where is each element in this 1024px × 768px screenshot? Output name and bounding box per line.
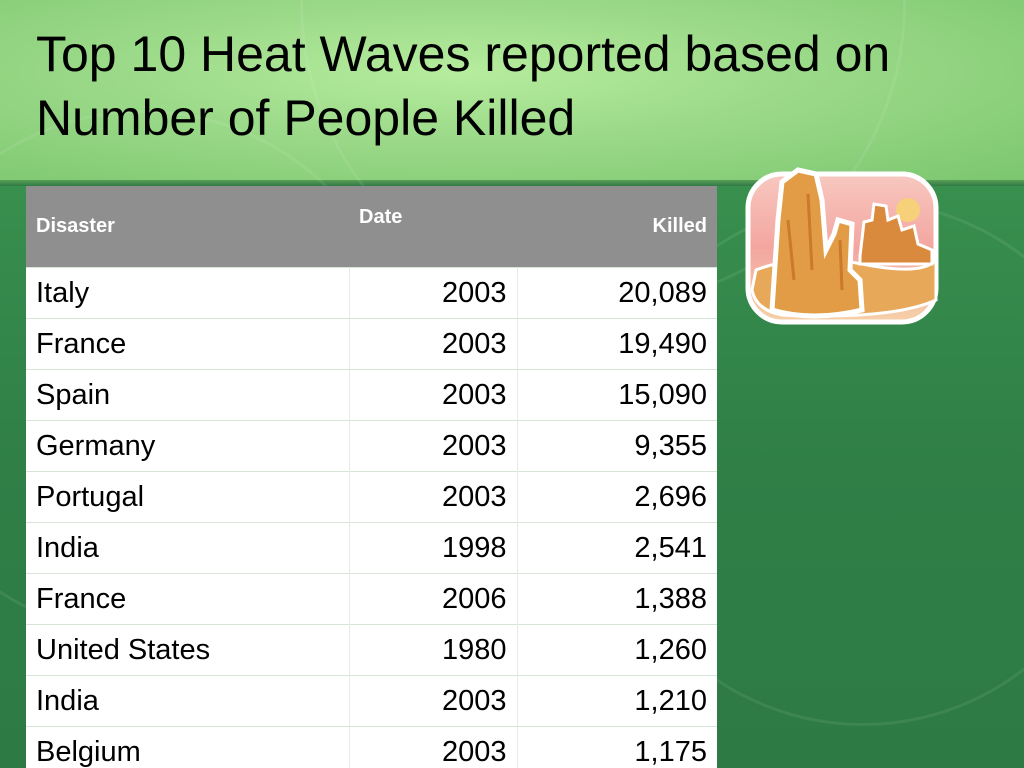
cell-date: 1998 bbox=[349, 522, 518, 574]
cell-disaster: United States bbox=[26, 624, 350, 676]
cell-disaster: Spain bbox=[26, 369, 350, 421]
cell-killed: 1,210 bbox=[517, 675, 717, 727]
cell-disaster: Italy bbox=[26, 267, 350, 319]
cell-date: 2006 bbox=[349, 573, 518, 625]
table-row: Italy 2003 20,089 bbox=[26, 267, 717, 319]
data-table: Disaster Date Killed Italy 2003 20,089 Fran… bbox=[26, 186, 717, 768]
cell-killed: 2,696 bbox=[517, 471, 717, 523]
table-row: Spain 2003 15,090 bbox=[26, 369, 717, 421]
cell-date: 2003 bbox=[349, 369, 518, 421]
cell-killed: 1,175 bbox=[517, 726, 717, 768]
heat-wave-table: Disaster Date Killed Italy 2003 20,089 Fran… bbox=[26, 186, 717, 768]
cell-killed: 9,355 bbox=[517, 420, 717, 472]
table-row: United States 1980 1,260 bbox=[26, 624, 717, 676]
cell-disaster: India bbox=[26, 675, 350, 727]
cell-killed: 20,089 bbox=[517, 267, 717, 319]
column-header-killed: Killed bbox=[517, 186, 717, 268]
cell-disaster: Germany bbox=[26, 420, 350, 472]
cell-killed: 2,541 bbox=[517, 522, 717, 574]
cell-date: 2003 bbox=[349, 675, 518, 727]
table-header-row: Disaster Date Killed bbox=[26, 186, 717, 268]
slide-title: Top 10 Heat Waves reported based on Numb… bbox=[36, 26, 891, 146]
cell-date: 2003 bbox=[349, 471, 518, 523]
desert-mesa-icon bbox=[745, 167, 939, 325]
cell-date: 2003 bbox=[349, 726, 518, 768]
cell-killed: 19,490 bbox=[517, 318, 717, 370]
cell-disaster: France bbox=[26, 573, 350, 625]
cell-killed: 15,090 bbox=[517, 369, 717, 421]
table-row: France 2006 1,388 bbox=[26, 573, 717, 625]
table-row: France 2003 19,490 bbox=[26, 318, 717, 370]
cell-disaster: France bbox=[26, 318, 350, 370]
cell-disaster: Portugal bbox=[26, 471, 350, 523]
table-row: Germany 2003 9,355 bbox=[26, 420, 717, 472]
table-row: India 2003 1,210 bbox=[26, 675, 717, 727]
cell-disaster: India bbox=[26, 522, 350, 574]
table-row: Belgium 2003 1,175 bbox=[26, 726, 717, 768]
table-row: India 1998 2,541 bbox=[26, 522, 717, 574]
cell-date: 2003 bbox=[349, 318, 518, 370]
cell-date: 1980 bbox=[349, 624, 518, 676]
cell-date: 2003 bbox=[349, 267, 518, 319]
column-header-date: Date bbox=[349, 186, 517, 268]
table-row: Portugal 2003 2,696 bbox=[26, 471, 717, 523]
cell-date: 2003 bbox=[349, 420, 518, 472]
cell-killed: 1,260 bbox=[517, 624, 717, 676]
column-header-disaster: Disaster bbox=[26, 186, 349, 268]
cell-killed: 1,388 bbox=[517, 573, 717, 625]
cell-disaster: Belgium bbox=[26, 726, 350, 768]
